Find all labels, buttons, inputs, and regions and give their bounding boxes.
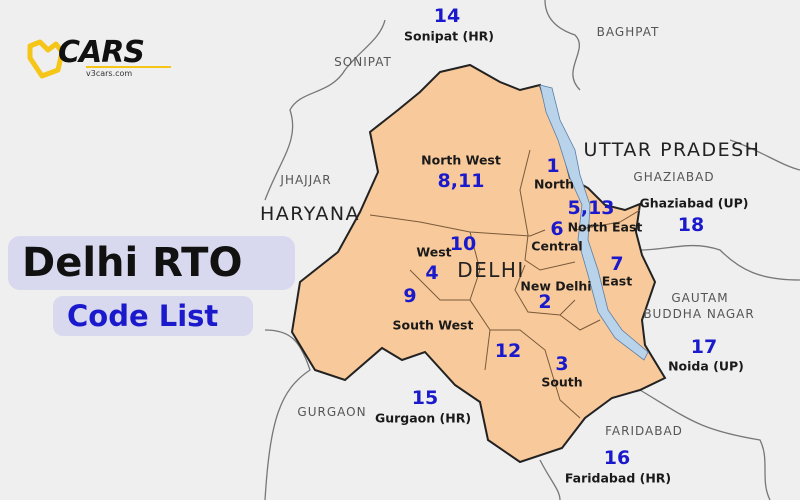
district-boundaries-outside [264, 0, 800, 500]
state-label-haryana: HARYANA [259, 203, 361, 225]
neighbour-ghaziabad-name: Ghaziabad (UP) [639, 195, 749, 211]
page-subtitle: Code List [67, 299, 219, 333]
district-north-code: 1 [546, 155, 560, 177]
logo-heart-icon [27, 39, 65, 79]
district-south-west-code-12: 12 [494, 340, 522, 362]
district-central-code: 6 [550, 218, 564, 240]
district-north-east-name: North East [567, 219, 643, 235]
logo-url: v3cars.com [86, 69, 133, 78]
logo-brand: CARS [58, 35, 145, 70]
neighbour-ghaziabad-code: 18 [677, 214, 705, 236]
district-central-name: Central [531, 238, 583, 254]
neighbour-gurgaon-code: 15 [411, 387, 439, 409]
region-faridabad: FARIDABAD [605, 424, 683, 438]
neighbour-sonipat-code: 14 [433, 5, 461, 27]
district-west-code-4: 4 [425, 262, 439, 284]
neighbour-faridabad-code: 16 [603, 447, 631, 469]
district-north-west-name: North West [421, 152, 501, 168]
page-title: Delhi RTO [22, 240, 243, 286]
region-sonipat: SONIPAT [334, 55, 392, 69]
district-east-name: East [601, 273, 633, 289]
subtitle-background [53, 296, 253, 336]
region-buddha-nagar: BUDDHA NAGAR [643, 307, 755, 321]
internal-district-boundaries [369, 149, 641, 419]
title-background [8, 236, 295, 290]
district-north-name: North [533, 176, 575, 192]
district-east-code: 7 [610, 253, 624, 275]
region-gautam: GAUTAM [671, 291, 729, 305]
district-south-west-name: South West [392, 317, 474, 333]
district-south-name: South [541, 374, 583, 390]
region-jhajjar: JHAJJAR [280, 173, 332, 187]
state-label-uttar-pradesh: UTTAR PRADESH [583, 139, 761, 161]
neighbour-noida-code: 17 [690, 336, 718, 358]
district-south-west-code-9: 9 [403, 285, 417, 307]
district-north-west-code: 8,11 [437, 170, 485, 192]
district-south-code: 3 [555, 353, 569, 375]
district-west-name: West [416, 244, 452, 260]
district-new-delhi-name: New Delhi [520, 278, 592, 294]
district-new-delhi-code: 2 [538, 291, 552, 313]
yamuna-river [539, 84, 649, 361]
neighbour-noida-name: Noida (UP) [668, 358, 744, 374]
district-west-code: 10 [449, 233, 477, 255]
neighbour-faridabad-name: Faridabad (HR) [564, 470, 672, 486]
neighbour-gurgaon-name: Gurgaon (HR) [374, 410, 472, 426]
district-north-east-code: 5,13 [567, 197, 615, 219]
neighbour-sonipat-name: Sonipat (HR) [404, 28, 494, 44]
state-label-delhi: DELHI [457, 258, 525, 282]
region-gurgaon: GURGAON [297, 405, 367, 419]
logo-underline [86, 66, 171, 68]
region-baghpat: BAGHPAT [596, 25, 660, 39]
region-ghaziabad: GHAZIABAD [633, 170, 715, 184]
